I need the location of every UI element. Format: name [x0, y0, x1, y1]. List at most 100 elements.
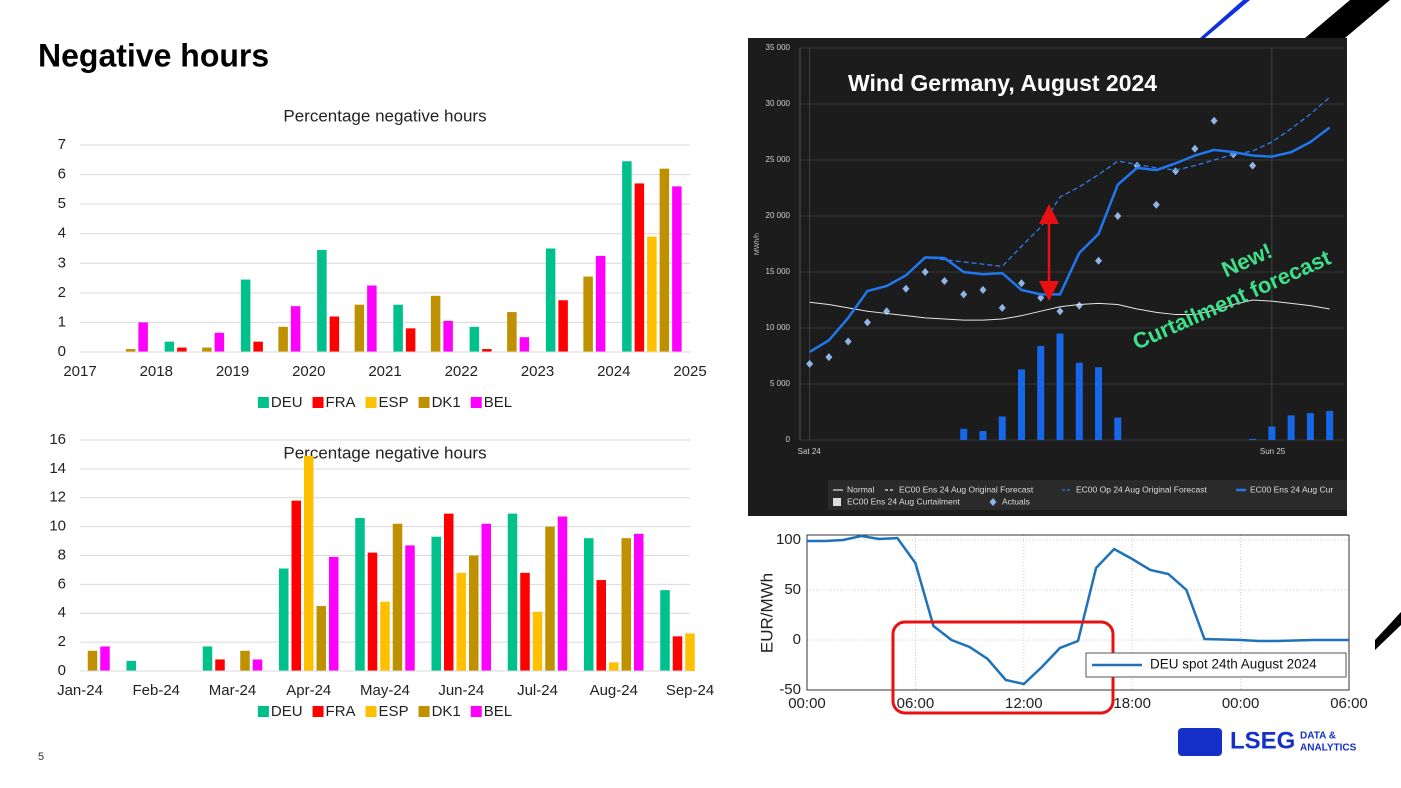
bar — [1114, 417, 1122, 440]
x-tick-label: 2020 — [292, 363, 325, 380]
logo-tagline: DATA & — [1300, 731, 1336, 742]
legend-swatch — [257, 706, 269, 717]
bar — [1075, 362, 1083, 440]
y-tick-label: 4 — [58, 225, 66, 242]
data-point — [1249, 161, 1257, 170]
legend-label: DEU — [271, 703, 303, 720]
bar — [1095, 367, 1103, 440]
bar — [672, 186, 682, 352]
bar — [621, 538, 631, 671]
data-point — [1017, 279, 1025, 288]
data-point — [1152, 200, 1160, 209]
x-tick-label: Sep-24 — [666, 682, 714, 699]
logo-tagline: ANALYTICS — [1300, 743, 1357, 754]
bar — [672, 636, 683, 671]
bar — [304, 455, 314, 671]
x-tick-label: 00:00 — [788, 695, 826, 712]
y-tick-label: 30 000 — [766, 99, 791, 108]
chart-annual: 0 1 2 3 4 5 6 7 Percentage negative hours 2017 201… — [58, 106, 707, 410]
chart-spot: -50 0 50 100 00:00 06:00 12:00 18:00 00:00 06:00 E… — [757, 531, 1368, 715]
legend-swatch — [257, 397, 269, 408]
y-tick-label: 10 — [49, 518, 66, 535]
bar — [367, 552, 378, 671]
legend-label: EC00 Op 24 Aug Original Forecast — [1076, 484, 1208, 494]
x-tick-label: 2019 — [216, 363, 249, 380]
legend-label: FRA — [326, 703, 356, 720]
logo-name: LSEG — [1230, 727, 1295, 754]
legend-label: DK1 — [432, 394, 461, 411]
bar — [1268, 426, 1276, 440]
x-tick-label: 2024 — [597, 363, 630, 380]
bar — [583, 276, 593, 352]
bar — [634, 533, 644, 671]
y-tick-label: 3 — [58, 254, 66, 271]
bar — [253, 341, 263, 352]
legend-box — [828, 480, 1347, 510]
bar — [685, 633, 695, 671]
x-tick-label: 2017 — [63, 363, 96, 380]
page-number: 5 — [38, 751, 44, 763]
y-tick-label: -50 — [779, 681, 801, 698]
bar — [214, 332, 225, 352]
bar — [354, 304, 365, 352]
bar — [431, 536, 441, 671]
bar — [1037, 345, 1045, 440]
decor-stripe — [1375, 612, 1401, 650]
y-tick-label: 100 — [776, 531, 801, 548]
bar — [444, 513, 454, 671]
bar — [443, 320, 453, 352]
bar — [595, 255, 606, 352]
bar — [507, 513, 518, 671]
bar — [1287, 415, 1295, 440]
legend: DEU FRA ESP DK1 BEL — [257, 394, 512, 411]
bar — [609, 662, 619, 671]
data-point — [844, 337, 852, 346]
legend-swatch — [418, 706, 430, 717]
legend-label: EC00 Ens 24 Aug Curtailment — [847, 496, 961, 506]
data-point — [825, 353, 833, 362]
y-axis-label: EUR/MWh — [757, 573, 776, 653]
bar — [252, 659, 263, 671]
bar — [126, 660, 136, 671]
bar — [278, 326, 288, 352]
data-point — [998, 303, 1006, 312]
legend-label: BEL — [484, 703, 512, 720]
plot-frame — [806, 534, 1350, 691]
y-tick-label: 5 — [58, 195, 66, 212]
y-tick-label: 14 — [49, 460, 66, 477]
bar — [367, 285, 377, 352]
x-tick-label: Jul-24 — [517, 682, 558, 699]
chart-title: Wind Germany, August 2024 — [848, 70, 1157, 96]
bar — [456, 572, 466, 671]
x-tick-label: 2021 — [368, 363, 401, 380]
bar — [634, 183, 645, 352]
x-tick-label: May-24 — [360, 682, 410, 699]
legend-label: DEU spot 24th August 2024 — [1150, 657, 1317, 672]
x-tick-label: Apr-24 — [286, 682, 331, 699]
bar — [557, 516, 568, 671]
y-tick-label: 1 — [58, 313, 66, 330]
x-tick-label: 06:00 — [1330, 695, 1368, 712]
data-point — [1210, 116, 1218, 125]
series-line — [807, 534, 1349, 686]
legend-label: BEL — [484, 394, 512, 411]
bar — [1017, 369, 1025, 440]
y-tick-label: 0 — [786, 435, 791, 444]
y-tick-label: 2 — [58, 633, 66, 650]
bar — [290, 306, 301, 352]
bar — [393, 304, 403, 352]
bar — [240, 279, 251, 352]
bar — [164, 341, 175, 352]
logo-crest — [1178, 728, 1222, 756]
y-tick-label: 4 — [58, 604, 66, 621]
data-point — [921, 268, 929, 276]
legend-label: FRA — [326, 394, 356, 411]
y-tick-label: 7 — [58, 136, 66, 153]
x-tick-label: 18:00 — [1113, 695, 1151, 712]
bar — [960, 428, 968, 440]
x-tick-label: 06:00 — [897, 695, 935, 712]
logo: LSEG DATA & ANALYTICS — [1178, 727, 1357, 756]
x-tick-label: 2018 — [140, 363, 173, 380]
legend-swatch — [365, 397, 377, 408]
